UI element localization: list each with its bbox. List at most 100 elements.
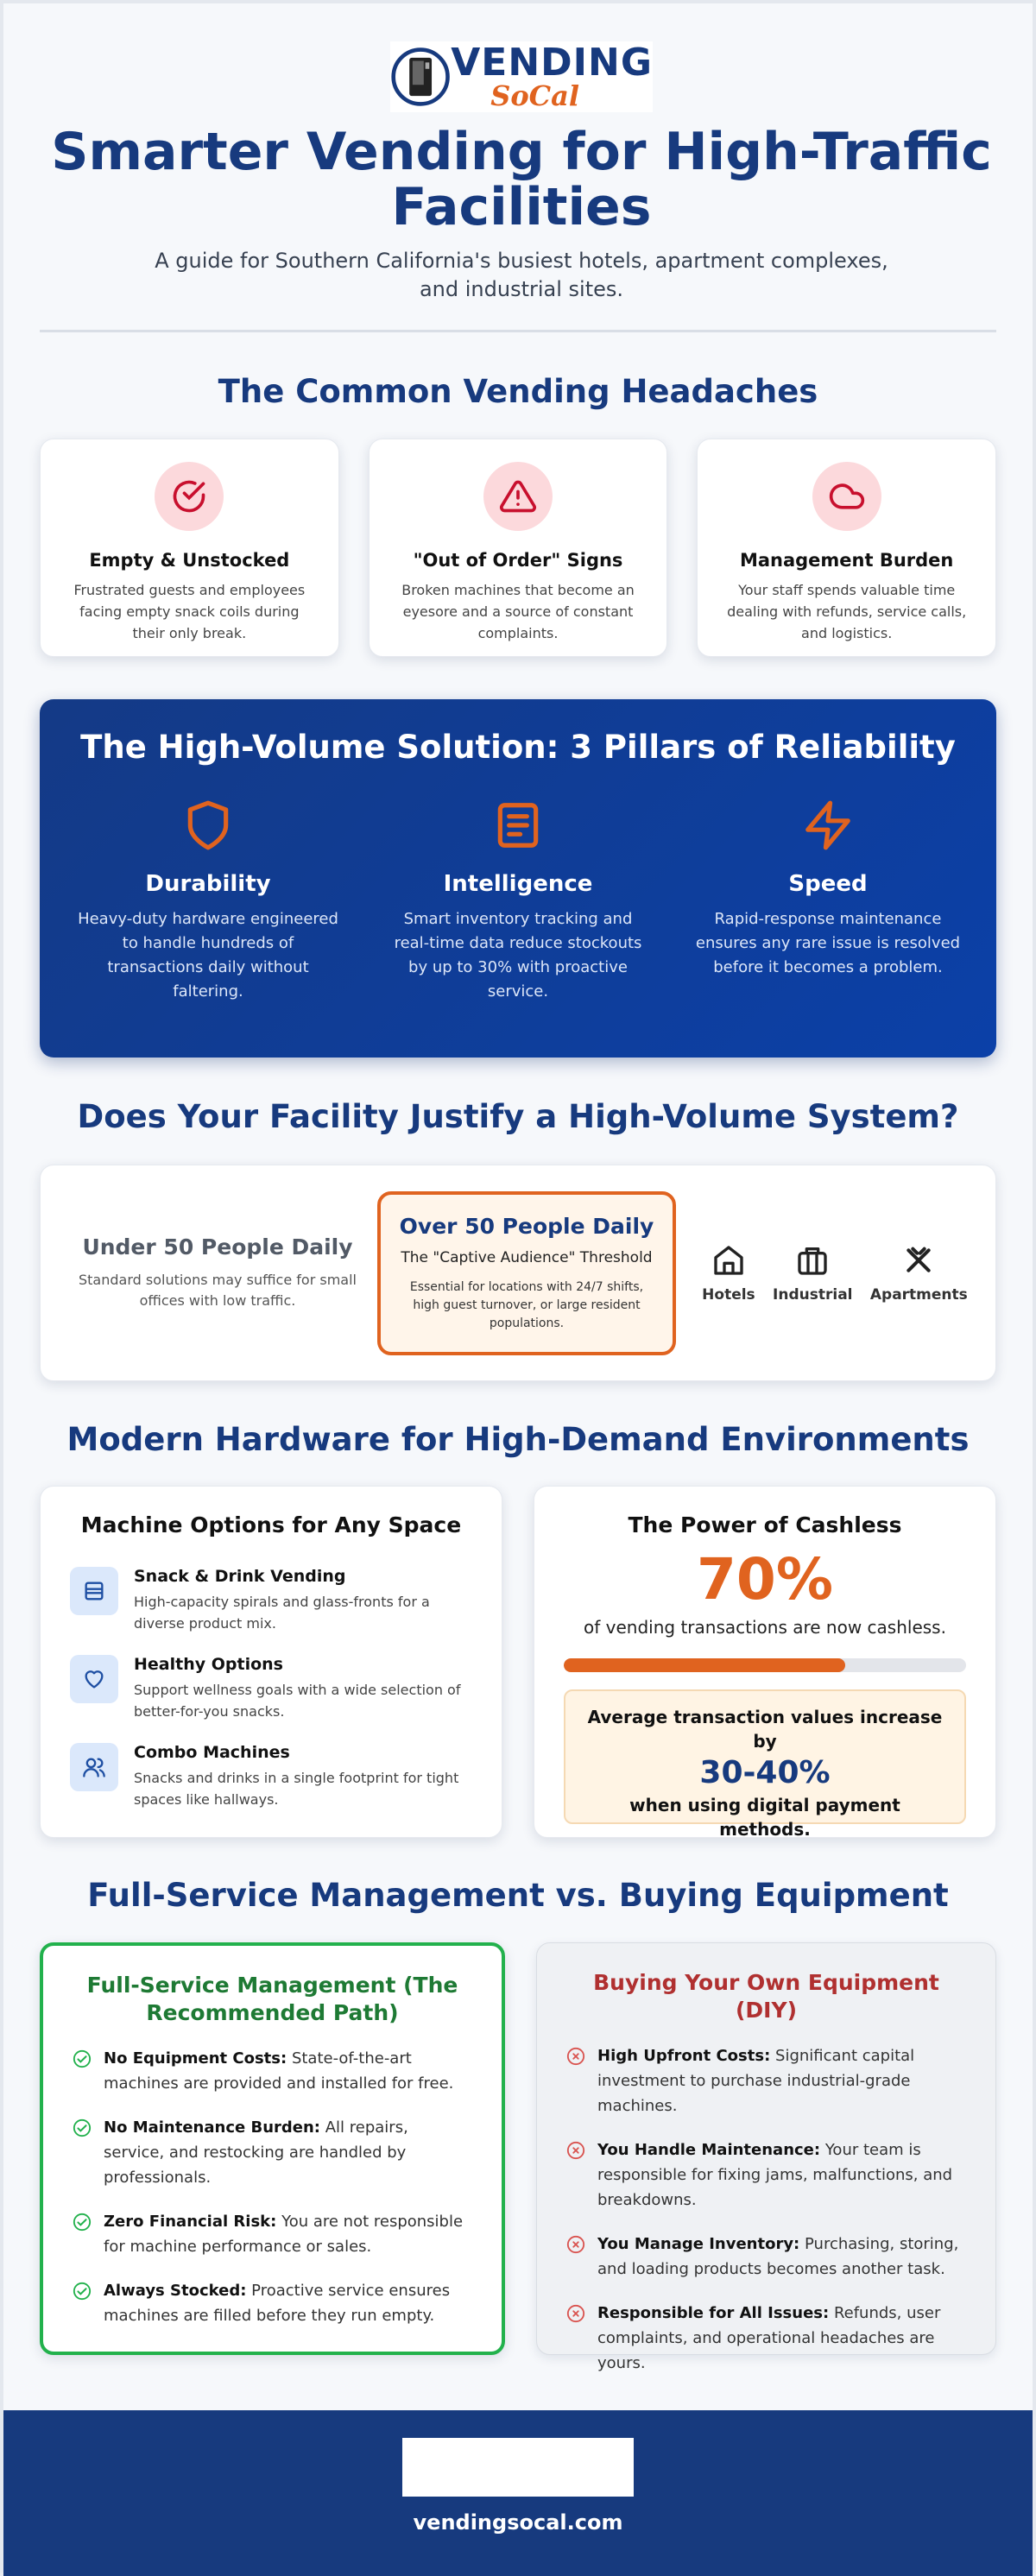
list-item: You Manage Inventory: Purchasing, storin…: [566, 2232, 966, 2282]
machine-item: Healthy Options Support wellness goals wi…: [70, 1655, 472, 1722]
icon: [70, 1743, 118, 1791]
stat-label: 70%: [697, 1546, 833, 1613]
card-text: Frustrated guests and employees facing e…: [73, 582, 306, 641]
callout: Average transaction values increase by 3…: [564, 1689, 966, 1840]
pillar-title: Intelligence: [443, 871, 593, 897]
item-text: Support wellness goals with a wide selec…: [134, 1682, 461, 1720]
check-icon: [73, 2118, 92, 2137]
pillar-text: Heavy-duty hardware engineered to handle…: [78, 910, 338, 1001]
headache-card: Empty & Unstocked Frustrated guests and …: [40, 439, 339, 657]
logo-word: VENDING: [451, 41, 653, 85]
facility-type: Apartments: [870, 1243, 968, 1304]
progress-fill: [564, 1658, 846, 1672]
cashless-card: The Power of Cashless 70% of vending tra…: [534, 1486, 996, 1840]
card-text: Broken machines that become an eyesore a…: [401, 582, 635, 641]
list-item: High Upfront Costs: Significant capital …: [566, 2043, 966, 2118]
list-item: Responsible for All Issues: Refunds, use…: [566, 2301, 966, 2376]
callout-figure: 30-40%: [699, 1755, 831, 1790]
pillar: Intelligence Smart inventory tracking an…: [384, 799, 652, 1004]
over-text: Essential for locations with 24/7 shifts…: [409, 1279, 644, 1330]
progress-track: [564, 1658, 966, 1672]
hardware-cards: Machine Options for Any Space Snack & Dr…: [40, 1486, 996, 1840]
item-body: No Maintenance Burden: All repairs, serv…: [104, 2115, 472, 2190]
facility-types: Hotels Industrial Apartments: [693, 1243, 976, 1304]
pillar-text: Smart inventory tracking and real-time d…: [394, 910, 642, 1001]
headache-card: "Out of Order" Signs Broken machines tha…: [368, 439, 668, 657]
item-text: You are not responsible for machine perf…: [104, 2213, 464, 2256]
logo-text: VENDING SoCal: [451, 44, 653, 110]
under-50: Under 50 People Daily Standard solutions…: [66, 1234, 369, 1311]
card-title: Empty & Unstocked: [89, 550, 290, 571]
check-icon: [73, 2049, 92, 2068]
item-label: Zero Financial Risk:: [104, 2213, 277, 2231]
pillar-text: Rapid-response maintenance ensures any r…: [695, 910, 961, 976]
pillars: Durability Heavy-duty hardware engineere…: [40, 799, 996, 1004]
item-text: High-capacity spirals and glass-fronts f…: [134, 1594, 430, 1632]
list-item: No Equipment Costs: State-of-the-art mac…: [73, 2046, 472, 2096]
item-text: State-of-the-art machines are provided a…: [104, 2049, 454, 2093]
section-title: The Common Vending Headaches: [218, 373, 818, 410]
facility-panel: Under 50 People Daily Standard solutions…: [40, 1165, 996, 1381]
item-label: Responsible for All Issues:: [597, 2304, 830, 2322]
item-text: Snacks and drinks in a single footprint …: [134, 1770, 459, 1808]
under-text: Standard solutions may suffice for small…: [79, 1272, 357, 1309]
panel-title: The High-Volume Solution: 3 Pillars of R…: [80, 729, 956, 766]
headache-card: Management Burden Your staff spends valu…: [697, 439, 997, 657]
list-item: No Maintenance Burden: All repairs, serv…: [73, 2115, 472, 2190]
footer-logo: [402, 2438, 634, 2497]
list-item: Zero Financial Risk: You are not respons…: [73, 2209, 472, 2259]
type-label: Apartments: [869, 1285, 968, 1304]
x-icon: [566, 2047, 585, 2066]
item-body: You Manage Inventory: Purchasing, storin…: [597, 2232, 966, 2282]
footer: vendingsocal.com: [3, 2410, 1033, 2576]
x-icon: [566, 2304, 585, 2323]
card-title: Management Burden: [739, 550, 954, 571]
x-icon: [566, 2235, 585, 2254]
item-text: Proactive service ensures machines are f…: [104, 2282, 451, 2325]
card-title: "Out of Order" Signs: [413, 550, 623, 571]
facility-type: Hotels: [702, 1243, 755, 1304]
item-label: You Handle Maintenance:: [597, 2141, 821, 2159]
card-text: Your staff spends valuable time dealing …: [727, 582, 967, 641]
card-title: Full-Service Management (The Recommended…: [86, 1973, 458, 2025]
item-label: No Equipment Costs:: [104, 2049, 287, 2068]
item-text: All repairs, service, and restocking are…: [104, 2118, 408, 2187]
full-service-card: Full-Service Management (The Recommended…: [40, 1942, 505, 2355]
icon: [155, 462, 224, 531]
facility-type: Industrial: [773, 1243, 853, 1304]
subtitle: A guide for Southern California's busies…: [155, 249, 888, 301]
check-icon: [73, 2213, 92, 2232]
icon: [805, 800, 850, 850]
item-title: Healthy Options: [134, 1655, 283, 1674]
item-body: High Upfront Costs: Significant capital …: [597, 2043, 966, 2118]
list-item: You Handle Maintenance: Your team is res…: [566, 2137, 966, 2213]
divider: [40, 330, 996, 332]
icon: [70, 1567, 118, 1615]
over-title: Over 50 People Daily: [399, 1213, 654, 1239]
item-label: High Upfront Costs:: [597, 2047, 771, 2065]
item-body: No Equipment Costs: State-of-the-art mac…: [104, 2046, 472, 2096]
page-title: Smarter Vending for High-Traffic Facilit…: [51, 122, 992, 237]
callout-line: Average transaction values increase by: [587, 1707, 943, 1752]
over-50: Over 50 People Daily The "Captive Audien…: [377, 1190, 676, 1355]
logo-script: SoCal: [490, 79, 580, 112]
icon: [497, 803, 539, 848]
item-body: You Handle Maintenance: Your team is res…: [597, 2137, 966, 2213]
type-label: Industrial: [773, 1285, 853, 1304]
over-subtitle: The "Captive Audience" Threshold: [401, 1248, 653, 1266]
item-title: Snack & Drink Vending: [134, 1567, 346, 1586]
pillar-title: Durability: [145, 871, 271, 897]
stat-text: of vending transactions are now cashless…: [584, 1617, 946, 1638]
headache-cards: Empty & Unstocked Frustrated guests and …: [40, 439, 997, 657]
diy-card: Buying Your Own Equipment (DIY) High Upf…: [536, 1942, 996, 2372]
item-label: Always Stocked:: [104, 2282, 247, 2300]
item-body: Always Stocked: Proactive service ensure…: [104, 2278, 472, 2328]
item-text: Purchasing, storing, and loading product…: [597, 2235, 959, 2278]
item-text: Refunds, user complaints, and operationa…: [597, 2304, 941, 2372]
machine-item: Combo Machines Snacks and drinks in a sin…: [70, 1743, 472, 1810]
icon: [483, 462, 553, 531]
list-item: Always Stocked: Proactive service ensure…: [73, 2278, 472, 2328]
item-text: Significant capital investment to purcha…: [597, 2047, 915, 2115]
